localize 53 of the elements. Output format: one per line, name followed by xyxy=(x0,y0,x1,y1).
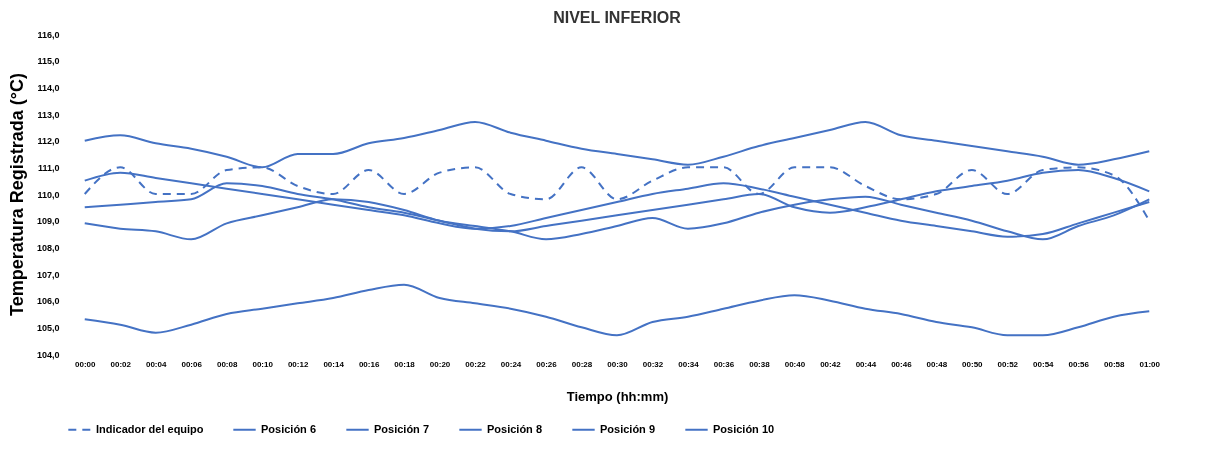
x-tick-label: 00:06 xyxy=(181,359,203,369)
x-tick-label: 01:00 xyxy=(1139,359,1161,369)
x-tick-label: 00:16 xyxy=(358,359,380,369)
x-tick-label: 00:58 xyxy=(1104,359,1126,369)
y-axis-title: Temperatura Registrada (°C) xyxy=(6,73,27,316)
x-tick-label: 00:14 xyxy=(323,359,345,369)
x-tick-label: 00:28 xyxy=(571,359,593,369)
x-tick-label: 00:36 xyxy=(713,359,735,369)
x-tick-label: 00:38 xyxy=(749,359,771,369)
x-tick-label: 00:54 xyxy=(1033,359,1055,369)
x-axis-title: Tiempo (hh:mm) xyxy=(566,388,669,404)
x-tick-label: 00:50 xyxy=(962,359,984,369)
y-tick-label: 111,0 xyxy=(37,162,60,173)
legend-label: Posición 10 xyxy=(713,422,775,435)
y-tick-label: 106,0 xyxy=(36,296,60,307)
y-tick-label: 108,0 xyxy=(36,242,60,253)
y-tick-label: 112,0 xyxy=(37,136,60,147)
legend-label: Posición 9 xyxy=(600,422,656,435)
x-tick-label: 00:18 xyxy=(394,359,416,369)
y-tick-label: 115,0 xyxy=(37,56,60,67)
y-tick-label: 107,0 xyxy=(36,269,60,280)
x-tick-label: 00:00 xyxy=(75,359,97,369)
legend-label: Posición 6 xyxy=(261,422,317,435)
x-tick-label: 00:04 xyxy=(145,359,167,369)
y-tick-label: 109,0 xyxy=(36,216,60,227)
y-tick-label: 105,0 xyxy=(36,322,60,333)
x-tick-label: 00:40 xyxy=(784,359,806,369)
x-tick-label: 00:56 xyxy=(1068,359,1090,369)
x-tick-label: 00:24 xyxy=(500,359,522,369)
x-tick-label: 00:52 xyxy=(997,359,1019,369)
x-tick-label: 00:44 xyxy=(855,359,877,369)
y-tick-label: 110,0 xyxy=(37,189,60,200)
x-tick-label: 00:02 xyxy=(110,359,132,369)
y-tick-label: 104,0 xyxy=(36,349,60,360)
x-tick-label: 00:42 xyxy=(820,359,842,369)
x-tick-label: 00:32 xyxy=(642,359,664,369)
x-tick-label: 00:26 xyxy=(536,359,558,369)
x-tick-label: 00:22 xyxy=(465,359,487,369)
legend-label: Indicador del equipo xyxy=(96,422,204,435)
x-tick-label: 00:46 xyxy=(891,359,913,369)
legend-label: Posición 7 xyxy=(374,422,430,435)
x-tick-label: 00:30 xyxy=(607,359,629,369)
y-tick-label: 113,0 xyxy=(37,109,60,120)
x-tick-label: 00:20 xyxy=(429,359,451,369)
x-tick-label: 00:08 xyxy=(216,359,238,369)
x-tick-label: 00:48 xyxy=(926,359,948,369)
y-tick-label: 114,0 xyxy=(37,82,60,93)
x-tick-label: 00:12 xyxy=(287,359,309,369)
y-tick-label: 116,0 xyxy=(37,29,60,40)
x-tick-label: 00:10 xyxy=(252,359,274,369)
legend-label: Posición 8 xyxy=(487,422,543,435)
chart-title: NIVEL INFERIOR xyxy=(553,9,682,26)
x-tick-label: 00:34 xyxy=(678,359,700,369)
